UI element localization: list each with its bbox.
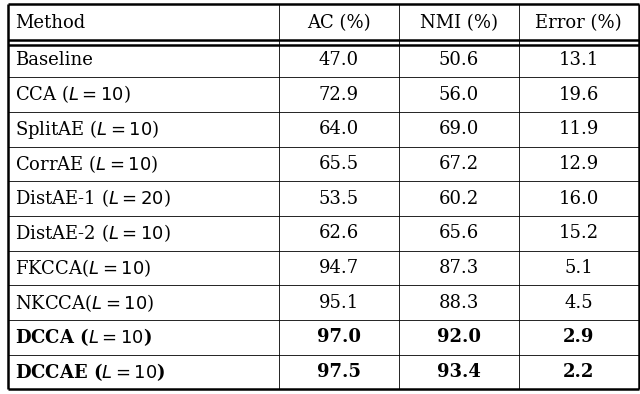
Text: SplitAE ($L = 10$): SplitAE ($L = 10$)	[15, 118, 159, 141]
Text: 97.0: 97.0	[317, 328, 361, 346]
Text: 69.0: 69.0	[438, 120, 479, 138]
Text: 60.2: 60.2	[439, 190, 479, 208]
Text: 88.3: 88.3	[438, 294, 479, 312]
Text: 12.9: 12.9	[559, 155, 599, 173]
Text: 87.3: 87.3	[439, 259, 479, 277]
Text: 11.9: 11.9	[559, 120, 599, 138]
Text: FKCCA($L = 10$): FKCCA($L = 10$)	[15, 257, 152, 279]
Text: Baseline: Baseline	[15, 51, 93, 69]
Text: 93.4: 93.4	[437, 363, 481, 381]
Text: DCCA ($L = 10$): DCCA ($L = 10$)	[15, 326, 152, 348]
Text: 94.7: 94.7	[319, 259, 359, 277]
Text: 65.6: 65.6	[439, 224, 479, 242]
Text: 4.5: 4.5	[564, 294, 593, 312]
Text: 95.1: 95.1	[319, 294, 359, 312]
Text: CCA ($L = 10$): CCA ($L = 10$)	[15, 84, 131, 106]
Text: NMI (%): NMI (%)	[420, 14, 498, 32]
Text: 53.5: 53.5	[319, 190, 359, 208]
Text: 56.0: 56.0	[439, 85, 479, 104]
Text: 92.0: 92.0	[437, 328, 481, 346]
Text: DCCAE ($L = 10$): DCCAE ($L = 10$)	[15, 361, 166, 383]
Text: 65.5: 65.5	[319, 155, 359, 173]
Text: 47.0: 47.0	[319, 51, 359, 69]
Text: 16.0: 16.0	[559, 190, 599, 208]
Text: AC (%): AC (%)	[307, 14, 371, 32]
Text: NKCCA($L = 10$): NKCCA($L = 10$)	[15, 292, 155, 314]
Text: 62.6: 62.6	[319, 224, 359, 242]
Text: DistAE-2 ($L = 10$): DistAE-2 ($L = 10$)	[15, 222, 171, 244]
Text: 72.9: 72.9	[319, 85, 359, 104]
Text: 50.6: 50.6	[439, 51, 479, 69]
Text: Error (%): Error (%)	[536, 14, 622, 32]
Text: DistAE-1 ($L = 20$): DistAE-1 ($L = 20$)	[15, 188, 171, 210]
Text: 67.2: 67.2	[439, 155, 479, 173]
Text: 5.1: 5.1	[564, 259, 593, 277]
Text: 97.5: 97.5	[317, 363, 361, 381]
Text: 64.0: 64.0	[319, 120, 359, 138]
Text: 15.2: 15.2	[559, 224, 599, 242]
Text: Method: Method	[15, 14, 86, 32]
Text: 2.9: 2.9	[563, 328, 595, 346]
Text: CorrAE ($L = 10$): CorrAE ($L = 10$)	[15, 153, 159, 175]
Text: 19.6: 19.6	[559, 85, 599, 104]
Text: 13.1: 13.1	[559, 51, 599, 69]
Text: 2.2: 2.2	[563, 363, 595, 381]
